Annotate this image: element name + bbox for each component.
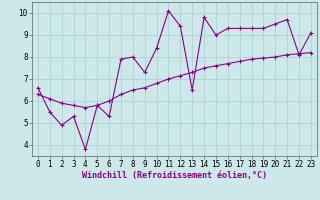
X-axis label: Windchill (Refroidissement éolien,°C): Windchill (Refroidissement éolien,°C): [82, 171, 267, 180]
